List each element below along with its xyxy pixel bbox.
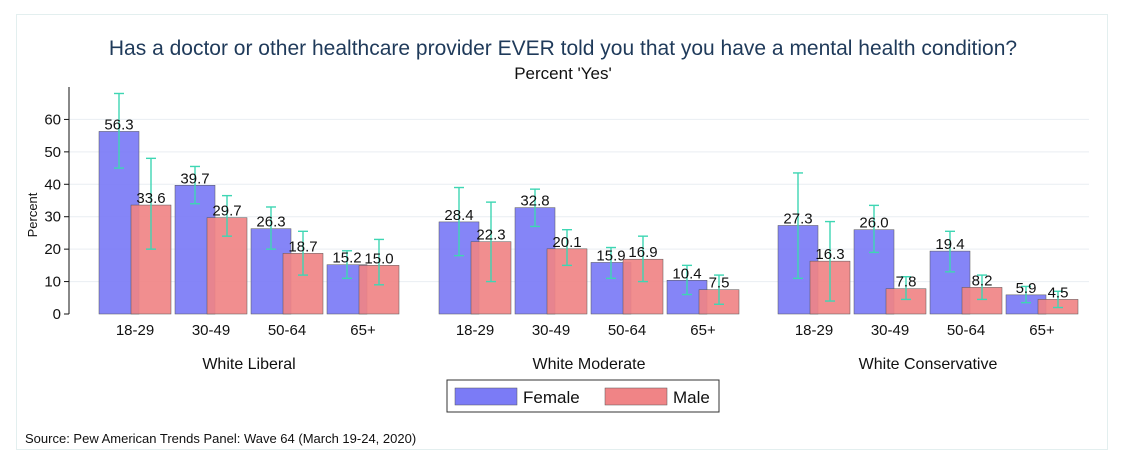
- legend: Female Male: [446, 379, 720, 413]
- data-label-0-1-1: 29.7: [212, 203, 241, 220]
- chart-subtitle: Percent 'Yes': [514, 64, 612, 83]
- source-note: Source: Pew American Trends Panel: Wave …: [25, 431, 416, 446]
- data-label-1-0-0: 28.4: [444, 207, 473, 224]
- data-label-2-2-1: 8.2: [972, 272, 993, 289]
- data-label-0-3-1: 15.0: [364, 250, 393, 267]
- data-label-2-1-0: 26.0: [859, 215, 888, 232]
- x-tick-label-1-3: 65+: [690, 322, 716, 339]
- chart-title: Has a doctor or other healthcare provide…: [109, 37, 1017, 60]
- y-tick-label-40: 40: [44, 176, 61, 193]
- data-label-1-3-0: 10.4: [672, 265, 701, 282]
- x-tick-label-2-2: 50-64: [947, 322, 985, 339]
- x-tick-label-1-1: 30-49: [532, 322, 570, 339]
- data-label-0-0-1: 33.6: [136, 190, 165, 207]
- x-tick-label-2-1: 30-49: [871, 322, 909, 339]
- group-label-1: White Moderate: [533, 356, 646, 373]
- bars-layer: 56.3 33.6 39.729.7 26.318.7 15.2 15.0 28.422.3…: [98, 92, 1079, 315]
- y-tick-label-20: 20: [44, 241, 61, 258]
- y-tick-label-30: 30: [44, 209, 61, 226]
- data-label-0-1-0: 39.7: [180, 170, 209, 187]
- data-label-2-1-1: 7.8: [896, 274, 917, 291]
- x-tick-label-0-3: 65+: [350, 322, 376, 339]
- data-label-1-3-1: 7.5: [709, 275, 730, 292]
- data-label-1-2-1: 16.9: [628, 244, 657, 261]
- x-tick-label-0-1: 30-49: [192, 322, 230, 339]
- data-label-2-3-1: 4.5: [1048, 284, 1069, 301]
- data-label-2-3-0: 5.9: [1016, 280, 1037, 297]
- data-label-1-1-1: 20.1: [552, 234, 581, 251]
- data-label-1-1-0: 32.8: [520, 193, 549, 210]
- y-axis-label: Percent: [25, 192, 40, 237]
- y-tick-label-0: 0: [53, 306, 61, 323]
- bar-chart: Has a doctor or other healthcare provide…: [25, 37, 1089, 446]
- data-label-0-0-0: 56.3: [104, 116, 133, 133]
- x-tick-label-2-0: 18-29: [795, 322, 833, 339]
- legend-swatch-male: [604, 387, 668, 406]
- chart-frame: Has a doctor or other healthcare provide…: [16, 14, 1108, 450]
- y-tick-label-60: 60: [44, 111, 61, 128]
- y-tick-label-10: 10: [44, 274, 61, 291]
- axes: 0 10 20 30 40 50 60 18-29 30-49 50-64 65+ White Lib…: [44, 87, 1055, 373]
- x-tick-label-0-2: 50-64: [268, 322, 306, 339]
- data-label-0-2-0: 26.3: [256, 214, 285, 231]
- x-tick-label-1-0: 18-29: [456, 322, 494, 339]
- data-label-1-0-1: 22.3: [476, 227, 505, 244]
- legend-label-male: Male: [673, 388, 710, 407]
- group-label-2: White Conservative: [859, 356, 998, 373]
- data-label-2-0-0: 27.3: [783, 210, 812, 227]
- legend-swatch-female: [454, 387, 518, 406]
- bar-2-2-1: [961, 287, 1003, 315]
- legend-label-female: Female: [523, 388, 580, 407]
- data-label-2-2-0: 19.4: [935, 236, 964, 253]
- data-label-1-2-0: 15.9: [596, 247, 625, 264]
- y-tick-label-50: 50: [44, 144, 61, 161]
- data-label-0-2-1: 18.7: [288, 238, 317, 255]
- x-tick-label-2-3: 65+: [1029, 322, 1055, 339]
- x-tick-label-1-2: 50-64: [608, 322, 646, 339]
- group-label-0: White Liberal: [202, 356, 295, 373]
- x-tick-label-0-0: 18-29: [116, 322, 154, 339]
- data-label-2-0-1: 16.3: [815, 246, 844, 263]
- data-label-0-3-0: 15.2: [332, 250, 361, 267]
